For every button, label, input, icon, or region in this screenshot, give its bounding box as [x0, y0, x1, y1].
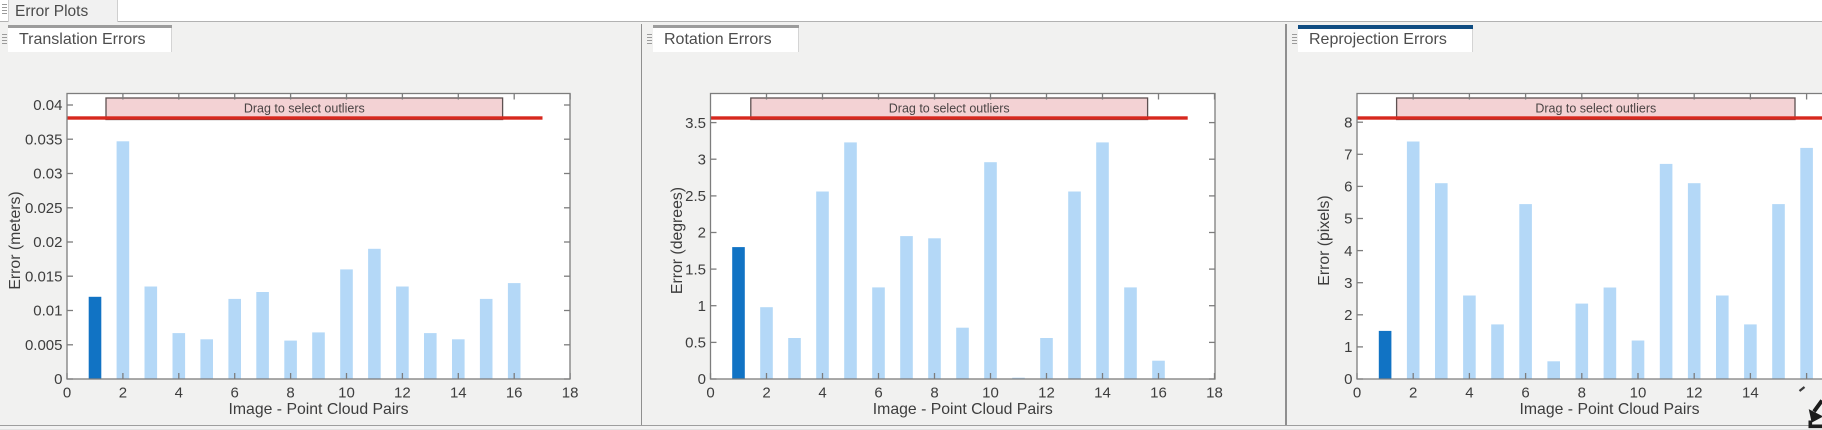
svg-text:2: 2: [1344, 307, 1352, 324]
svg-text:3: 3: [698, 151, 706, 168]
svg-text:0.035: 0.035: [25, 131, 63, 148]
svg-text:4: 4: [1465, 385, 1473, 402]
svg-text:0: 0: [698, 371, 706, 388]
svg-text:Drag to select outliers: Drag to select outliers: [1535, 102, 1656, 116]
svg-text:0.025: 0.025: [25, 200, 63, 217]
svg-text:7: 7: [1344, 147, 1352, 164]
svg-text:Error (degrees): Error (degrees): [669, 187, 686, 294]
svg-text:Drag to select outliers: Drag to select outliers: [244, 102, 365, 116]
svg-text:12: 12: [394, 385, 411, 402]
svg-text:3.5: 3.5: [685, 115, 706, 132]
svg-text:6: 6: [1521, 385, 1529, 402]
svg-text:8: 8: [1578, 385, 1586, 402]
svg-text:2: 2: [119, 385, 127, 402]
svg-text:6: 6: [1344, 179, 1352, 196]
svg-text:4: 4: [1344, 243, 1352, 260]
svg-text:0: 0: [54, 371, 62, 388]
svg-text:3: 3: [1344, 275, 1352, 292]
svg-text:12: 12: [1686, 385, 1703, 402]
svg-text:10: 10: [1630, 385, 1647, 402]
svg-text:0.5: 0.5: [685, 335, 706, 352]
svg-text:10: 10: [338, 385, 355, 402]
svg-text:16: 16: [506, 385, 523, 402]
svg-text:0: 0: [706, 385, 714, 402]
svg-text:4: 4: [175, 385, 183, 402]
svg-text:14: 14: [1094, 385, 1111, 402]
svg-text:0.03: 0.03: [33, 166, 62, 183]
svg-text:0.005: 0.005: [25, 337, 63, 354]
svg-text:Image - Point Cloud Pairs: Image - Point Cloud Pairs: [1520, 401, 1700, 418]
svg-text:12: 12: [1038, 385, 1055, 402]
svg-text:0.015: 0.015: [25, 268, 63, 285]
svg-text:2: 2: [698, 225, 706, 242]
svg-text:18: 18: [1206, 385, 1223, 402]
svg-text:Error (pixels): Error (pixels): [1316, 195, 1333, 285]
svg-text:2.5: 2.5: [685, 188, 706, 205]
svg-text:Image - Point Cloud Pairs: Image - Point Cloud Pairs: [229, 401, 409, 418]
svg-text:0: 0: [1344, 371, 1352, 388]
svg-text:4: 4: [818, 385, 826, 402]
svg-text:0: 0: [1353, 385, 1361, 402]
svg-text:8: 8: [1344, 114, 1352, 131]
svg-text:14: 14: [1742, 385, 1759, 402]
svg-text:Image - Point Cloud Pairs: Image - Point Cloud Pairs: [873, 401, 1053, 418]
svg-text:5: 5: [1344, 211, 1352, 228]
svg-text:1: 1: [698, 298, 706, 315]
svg-text:0.04: 0.04: [33, 97, 62, 114]
svg-text:10: 10: [982, 385, 999, 402]
svg-text:6: 6: [874, 385, 882, 402]
svg-text:Drag to select outliers: Drag to select outliers: [889, 102, 1010, 116]
svg-text:14: 14: [450, 385, 467, 402]
svg-text:1.5: 1.5: [685, 261, 706, 278]
svg-text:16: 16: [1150, 385, 1167, 402]
svg-text:2: 2: [762, 385, 770, 402]
svg-text:0.01: 0.01: [33, 303, 62, 320]
svg-text:0: 0: [63, 385, 71, 402]
svg-text:1: 1: [1344, 339, 1352, 356]
svg-text:2: 2: [1409, 385, 1417, 402]
svg-text:Error (meters): Error (meters): [7, 191, 24, 289]
svg-text:6: 6: [231, 385, 239, 402]
svg-text:18: 18: [562, 385, 579, 402]
svg-text:8: 8: [286, 385, 294, 402]
svg-text:0.02: 0.02: [33, 234, 62, 251]
svg-text:8: 8: [930, 385, 938, 402]
